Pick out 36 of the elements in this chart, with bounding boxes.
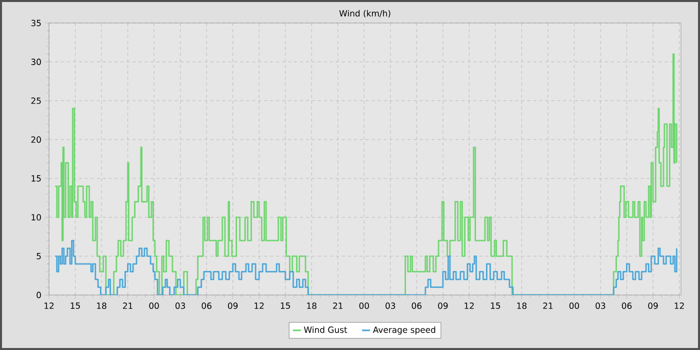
x-tick-label: 00: [569, 302, 580, 309]
x-tick-label: 12: [674, 302, 684, 309]
x-tick-label: 15: [280, 302, 290, 309]
y-tick-label: 20: [31, 136, 41, 143]
x-tick-label: 21: [123, 302, 132, 309]
x-tick-label: 15: [70, 302, 80, 309]
x-tick-label: 00: [149, 302, 159, 309]
x-tick-label: 15: [490, 302, 500, 309]
y-tick-label: 10: [32, 214, 41, 220]
x-tick-label: 18: [97, 302, 106, 309]
x-tick-label: 09: [228, 302, 238, 309]
x-tick-label: 21: [543, 302, 553, 309]
y-tick-label: 25: [31, 98, 41, 104]
x-tick-label: 12: [44, 302, 54, 309]
x-tick-label: 03: [386, 302, 396, 309]
x-tick-label: 06: [202, 302, 212, 309]
x-tick-label: 18: [307, 302, 316, 309]
x-tick-label: 00: [359, 302, 369, 309]
x-tick-label: 03: [175, 302, 186, 309]
y-tick-label: 15: [32, 175, 41, 182]
x-tick-label: 09: [438, 302, 448, 309]
legend-label: Average speed: [372, 326, 436, 335]
x-tick-label: 03: [596, 302, 606, 309]
y-tick-label: 0: [36, 292, 41, 298]
x-tick-label: 06: [412, 302, 422, 309]
x-tick-label: 18: [517, 302, 527, 309]
y-tick-label: 30: [31, 58, 41, 66]
y-tick-label: 5: [36, 253, 41, 260]
chart-title: Wind (km/h): [339, 10, 390, 18]
x-tick-label: 09: [648, 302, 658, 309]
x-tick-label: 12: [464, 302, 474, 309]
x-tick-label: 06: [622, 302, 632, 309]
y-tick-label: 35: [31, 20, 41, 26]
x-tick-label: 12: [254, 302, 264, 309]
x-tick-label: 21: [333, 302, 342, 309]
legend-label: Wind Gust: [304, 326, 348, 333]
